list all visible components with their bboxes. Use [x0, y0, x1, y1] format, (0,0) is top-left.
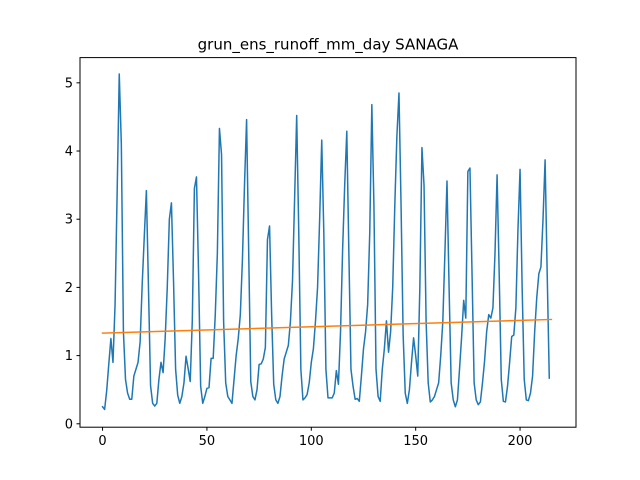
y-tick-label: 4: [65, 145, 73, 160]
x-tick-label: 50: [199, 434, 216, 449]
y-tick-label: 5: [65, 76, 73, 91]
y-tick-label: 2: [65, 281, 73, 296]
chart-title: grun_ens_runoff_mm_day SANAGA: [198, 36, 459, 55]
x-tick-label: 0: [98, 434, 106, 449]
y-tick-label: 1: [65, 349, 73, 364]
x-tick-label: 150: [403, 434, 428, 449]
plot-area: [101, 73, 553, 411]
x-tick-label: 200: [508, 434, 533, 449]
series-line-trend: [101, 318, 553, 334]
y-tick-label: 3: [65, 213, 73, 228]
series-line-runoff: [101, 73, 551, 411]
axes-frame: [79, 57, 577, 428]
axes-ticks: 0 50 100 150 200 0 1 2 3 4 5: [65, 76, 533, 449]
y-tick-label: 0: [65, 417, 73, 432]
x-tick-label: 100: [299, 434, 324, 449]
